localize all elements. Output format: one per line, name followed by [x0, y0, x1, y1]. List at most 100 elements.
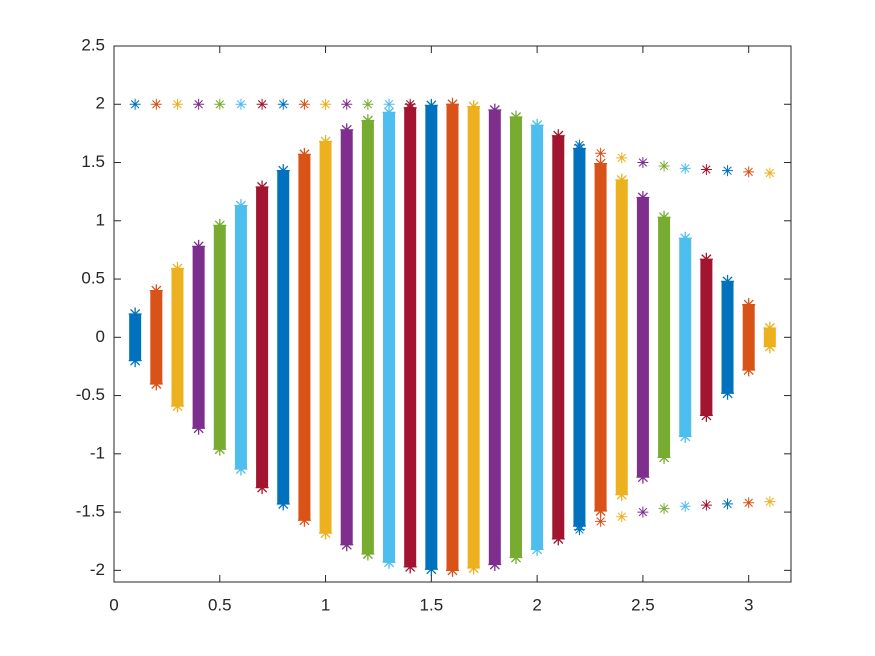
column-end-marker	[149, 284, 163, 298]
column-end-marker	[340, 123, 354, 137]
column-end-marker	[509, 110, 523, 124]
x-tick-label: 0	[109, 595, 118, 614]
column	[763, 327, 776, 347]
column-end-marker	[170, 262, 184, 276]
column-end-marker	[488, 558, 502, 572]
column-end-marker	[403, 560, 417, 574]
column	[277, 170, 290, 504]
column	[404, 107, 417, 567]
column	[721, 281, 734, 394]
column	[531, 125, 544, 550]
marker	[700, 499, 712, 511]
marker	[150, 98, 162, 110]
column	[171, 268, 184, 407]
x-tick-label: 1	[321, 595, 330, 614]
column-end-marker	[424, 562, 438, 576]
column-end-marker	[678, 429, 692, 443]
column	[213, 225, 226, 450]
x-tick-label: 1.5	[420, 595, 444, 614]
column	[192, 246, 205, 429]
y-tick-label: 0	[96, 327, 105, 346]
column-end-marker	[530, 118, 544, 132]
marker	[214, 98, 226, 110]
column-end-marker	[255, 481, 269, 495]
y-tick-label: -1.5	[76, 502, 105, 521]
column-end-marker	[424, 98, 438, 112]
marker	[637, 157, 649, 169]
x-tick-label: 3	[744, 595, 753, 614]
axes-box	[113, 45, 792, 583]
marker	[722, 498, 734, 510]
column-end-marker	[763, 340, 777, 354]
column-end-marker	[699, 408, 713, 422]
column-end-marker	[615, 488, 629, 502]
y-tick-label: 1.5	[81, 152, 105, 171]
column-end-marker	[276, 164, 290, 178]
y-tick-label: 1	[96, 210, 105, 229]
column	[615, 180, 628, 495]
marker	[764, 167, 776, 179]
marker	[679, 500, 691, 512]
marker	[298, 98, 310, 110]
marker	[764, 496, 776, 508]
column-end-marker	[742, 298, 756, 312]
x-tick-label: 0.5	[208, 595, 232, 614]
column-end-marker	[530, 542, 544, 556]
column	[383, 112, 396, 563]
marker	[362, 98, 374, 110]
column-end-marker	[509, 551, 523, 565]
y-tick-label: -0.5	[76, 385, 105, 404]
marker	[383, 98, 395, 110]
column-end-marker	[551, 129, 565, 143]
marker	[171, 98, 183, 110]
column-end-marker	[192, 421, 206, 435]
column-end-marker	[615, 173, 629, 187]
column	[234, 205, 247, 469]
marker	[722, 165, 734, 177]
marker	[595, 515, 607, 527]
marker	[235, 98, 247, 110]
column-end-marker	[636, 190, 650, 204]
column	[679, 238, 692, 437]
column	[256, 186, 269, 488]
y-tick-label: -1	[90, 443, 105, 462]
marker	[700, 164, 712, 176]
column	[425, 105, 438, 570]
column-end-marker	[382, 555, 396, 569]
marker	[679, 162, 691, 174]
column-end-marker	[721, 386, 735, 400]
column	[446, 104, 459, 571]
marker	[320, 98, 332, 110]
column	[150, 290, 163, 384]
y-tick-label: 2	[96, 94, 105, 113]
marker	[193, 98, 205, 110]
marker	[573, 524, 585, 536]
column-end-marker	[255, 180, 269, 194]
column-end-marker	[594, 157, 608, 171]
column-end-marker	[721, 274, 735, 288]
column-end-marker	[276, 497, 290, 511]
column-end-marker	[488, 103, 502, 117]
marker	[658, 503, 670, 515]
column-end-marker	[319, 526, 333, 540]
column-end-marker	[594, 504, 608, 518]
column-end-marker	[678, 231, 692, 245]
column-end-marker	[170, 399, 184, 413]
column-end-marker	[213, 442, 227, 456]
column-end-marker	[361, 114, 375, 128]
y-tick-label: -2	[90, 560, 105, 579]
column	[742, 304, 755, 370]
column-end-marker	[699, 252, 713, 266]
marker	[637, 506, 649, 518]
marker	[256, 98, 268, 110]
column-end-marker	[763, 321, 777, 335]
column-end-marker	[382, 105, 396, 119]
marker	[595, 147, 607, 159]
column	[552, 135, 565, 539]
column-end-marker	[192, 239, 206, 253]
column-end-marker	[467, 561, 481, 575]
x-tick-label: 2	[532, 595, 541, 614]
column-end-marker	[467, 100, 481, 114]
